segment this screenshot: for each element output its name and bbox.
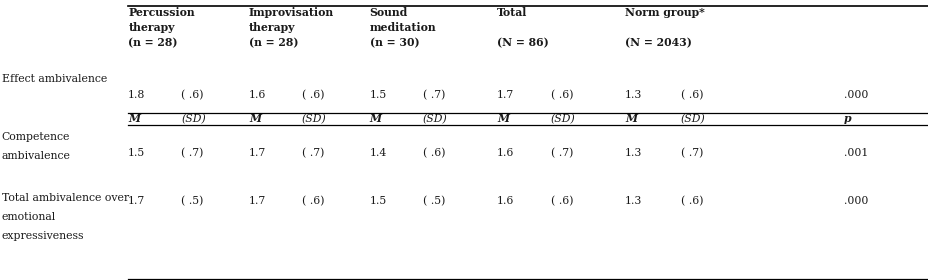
Text: 1.5: 1.5 xyxy=(369,90,387,100)
Text: .001: .001 xyxy=(843,148,867,158)
Text: Total ambivalence over: Total ambivalence over xyxy=(2,193,129,203)
Text: ( .7): ( .7) xyxy=(181,148,203,159)
Text: ( .6): ( .6) xyxy=(550,90,573,100)
Text: M: M xyxy=(496,113,509,125)
Text: Sound
meditation
(n = 30): Sound meditation (n = 30) xyxy=(369,7,436,48)
Text: Improvisation
therapy
(n = 28): Improvisation therapy (n = 28) xyxy=(249,7,334,48)
Text: (SD): (SD) xyxy=(181,114,206,124)
Text: M: M xyxy=(625,113,637,125)
Text: .000: .000 xyxy=(843,196,867,206)
Text: ( .5): ( .5) xyxy=(422,196,445,206)
Text: ( .7): ( .7) xyxy=(680,148,702,159)
Text: M: M xyxy=(128,113,140,125)
Text: p: p xyxy=(843,113,850,125)
Text: M: M xyxy=(369,113,381,125)
Text: 1.3: 1.3 xyxy=(625,148,642,158)
Text: ambivalence: ambivalence xyxy=(2,151,71,161)
Text: ( .6): ( .6) xyxy=(680,196,702,206)
Text: 1.8: 1.8 xyxy=(128,90,146,100)
Text: 1.5: 1.5 xyxy=(128,148,146,158)
Text: Total

(N = 86): Total (N = 86) xyxy=(496,7,548,48)
Text: ( .6): ( .6) xyxy=(302,90,324,100)
Text: Effect ambivalence: Effect ambivalence xyxy=(2,74,107,84)
Text: ( .6): ( .6) xyxy=(422,148,445,159)
Text: 1.7: 1.7 xyxy=(249,196,266,206)
Text: (SD): (SD) xyxy=(302,114,327,124)
Text: 1.5: 1.5 xyxy=(369,196,387,206)
Text: emotional: emotional xyxy=(2,212,56,222)
Text: ( .7): ( .7) xyxy=(422,90,445,100)
Text: Percussion
therapy
(n = 28): Percussion therapy (n = 28) xyxy=(128,7,195,48)
Text: ( .6): ( .6) xyxy=(550,196,573,206)
Text: Norm group*

(N = 2043): Norm group* (N = 2043) xyxy=(625,7,704,48)
Text: 1.7: 1.7 xyxy=(128,196,146,206)
Text: 1.6: 1.6 xyxy=(496,148,514,158)
Text: 1.7: 1.7 xyxy=(249,148,266,158)
Text: M: M xyxy=(249,113,261,125)
Text: ( .7): ( .7) xyxy=(550,148,573,159)
Text: ( .6): ( .6) xyxy=(181,90,203,100)
Text: (SD): (SD) xyxy=(680,114,705,124)
Text: (SD): (SD) xyxy=(422,114,447,124)
Text: ( .5): ( .5) xyxy=(181,196,203,206)
Text: 1.3: 1.3 xyxy=(625,196,642,206)
Text: 1.3: 1.3 xyxy=(625,90,642,100)
Text: .000: .000 xyxy=(843,90,867,100)
Text: ( .7): ( .7) xyxy=(302,148,324,159)
Text: ( .6): ( .6) xyxy=(302,196,324,206)
Text: Competence: Competence xyxy=(2,132,71,142)
Text: ( .6): ( .6) xyxy=(680,90,702,100)
Text: 1.4: 1.4 xyxy=(369,148,387,158)
Text: 1.6: 1.6 xyxy=(249,90,266,100)
Text: 1.6: 1.6 xyxy=(496,196,514,206)
Text: 1.7: 1.7 xyxy=(496,90,514,100)
Text: (SD): (SD) xyxy=(550,114,575,124)
Text: expressiveness: expressiveness xyxy=(2,231,84,241)
